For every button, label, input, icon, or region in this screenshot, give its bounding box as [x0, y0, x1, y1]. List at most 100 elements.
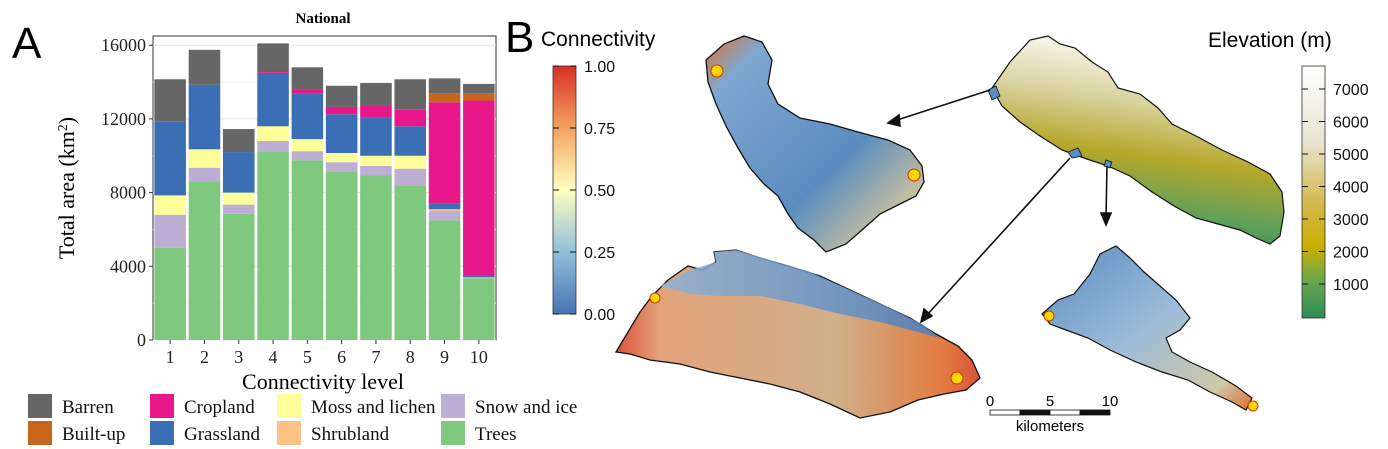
bar-segment-cropland — [463, 100, 495, 276]
elevation-tick-label: 1000 — [1333, 277, 1369, 294]
outlet-point — [649, 292, 661, 304]
scalebar-tick-label: 10 — [1102, 393, 1119, 410]
scalebar-tick-label: 0 — [986, 393, 994, 410]
bar-segment-snow-and-ice — [360, 165, 392, 176]
elevation-tick-label: 5000 — [1333, 147, 1369, 164]
legend-label: Trees — [475, 424, 517, 445]
panel-a-letter: A — [12, 19, 42, 68]
legend-label: Built-up — [62, 424, 125, 445]
panel-b-letter: B — [505, 13, 534, 62]
bar-segment-grassland — [257, 72, 289, 127]
x-tick-label: 9 — [440, 347, 449, 367]
bar-segment-trees — [360, 175, 392, 340]
bars — [154, 43, 495, 340]
bar-segment-moss-and-lichen — [257, 126, 289, 142]
arrow — [925, 157, 1071, 317]
bar-segment-cropland — [257, 71, 289, 73]
nepal-elevation-map — [991, 35, 1285, 245]
legend-label: Grassland — [184, 424, 260, 445]
bar-segment-barren — [325, 85, 358, 107]
connectivity-tick-label: 0.50 — [584, 183, 615, 200]
x-tick-label: 6 — [337, 347, 346, 367]
bar-segment-shrubland — [428, 209, 461, 212]
elevation-tick-label: 2000 — [1333, 245, 1369, 262]
bar-segment-grassland — [188, 84, 221, 150]
bar-segment-snow-and-ice — [291, 151, 324, 161]
elevation-tick-label: 4000 — [1333, 180, 1369, 197]
bar-segment-moss-and-lichen — [291, 139, 324, 152]
bar-segment-grassland — [222, 152, 255, 193]
bar-segment-moss-and-lichen — [325, 152, 358, 163]
watershed-top — [705, 35, 925, 253]
legend-swatch — [150, 421, 174, 445]
arrow-head — [886, 113, 901, 128]
bar-segment-grassland — [154, 121, 186, 196]
x-ticks: 1 2 3 4 5 6 7 8 9 10 — [166, 340, 488, 367]
connectivity-tick-label: 0.00 — [584, 307, 615, 324]
elevation-tick-label: 6000 — [1333, 115, 1369, 132]
bar-segment-cropland — [360, 106, 392, 118]
y-tick-label: 0 — [137, 330, 146, 350]
bar-segment-barren — [360, 82, 392, 107]
bar-segment-barren — [463, 83, 495, 94]
bar-segment-snow-and-ice — [428, 211, 461, 221]
x-tick-label: 5 — [303, 347, 312, 367]
scalebar-segment — [1019, 409, 1051, 416]
outlet-point — [1043, 310, 1055, 322]
bar-segment-trees — [325, 171, 358, 340]
connectivity-tick-label: 0.25 — [584, 245, 615, 262]
connectivity-tick-label: 0.75 — [584, 121, 615, 138]
x-tick-label: 3 — [234, 347, 243, 367]
legend-label: Moss and lichen — [311, 397, 436, 418]
x-axis-label: Connectivity level — [242, 369, 404, 394]
legend-swatch — [28, 394, 52, 418]
scalebar-segment — [989, 409, 1021, 416]
legend-label: Shrubland — [311, 424, 390, 445]
x-tick-label: 7 — [371, 347, 380, 367]
legend-label: Snow and ice — [475, 397, 577, 418]
location-arrows — [886, 89, 1113, 324]
arrow — [893, 89, 991, 122]
chart-title: National — [295, 11, 350, 27]
bar-segment-moss-and-lichen — [222, 192, 255, 205]
bar-segment-built-up — [428, 93, 461, 103]
legend: Barren Built-up Cropland Grassland Moss and … — [28, 394, 577, 445]
elevation-colorbar — [1301, 65, 1326, 319]
bar-segment-trees — [463, 278, 495, 340]
scalebar-unit: kilometers — [1016, 418, 1084, 435]
bar-segment-cropland — [291, 89, 324, 94]
y-tick-label: 12000 — [101, 109, 146, 129]
outlet-point — [1247, 400, 1259, 412]
legend-swatch — [277, 394, 301, 418]
bar-segment-barren — [188, 49, 221, 85]
x-tick-label: 10 — [470, 347, 488, 367]
bar-segment-cropland — [428, 102, 461, 204]
bar-segment-snow-and-ice — [394, 168, 427, 186]
bar-segment-trees — [291, 160, 324, 340]
watershed-location-marker — [987, 85, 1001, 101]
bar-segment-moss-and-lichen — [360, 155, 392, 166]
watershed-bottom-right — [1041, 245, 1253, 411]
legend-label: Cropland — [184, 397, 255, 418]
bar-segment-barren — [291, 67, 324, 90]
bar-segment-grassland — [463, 275, 495, 278]
scalebar-segment — [1049, 409, 1081, 416]
legend-swatch — [441, 394, 465, 418]
connectivity-tick-label: 1.00 — [584, 59, 615, 76]
arrow — [1105, 165, 1108, 219]
bar-segment-trees — [222, 213, 255, 340]
outlet-point — [907, 168, 921, 182]
y-ticks: 0 4000 8000 12000 16000 — [101, 35, 153, 350]
outlet-point — [950, 371, 964, 385]
watershed-location-marker — [1103, 159, 1113, 169]
watershed-location-marker — [1067, 147, 1083, 159]
bar-segment-barren — [394, 79, 427, 110]
legend-swatch — [441, 421, 465, 445]
elevation-tick-label: 3000 — [1333, 212, 1369, 229]
bar-segment-shrubland — [463, 277, 495, 279]
bar-segment-cropland — [325, 106, 358, 115]
bar-segment-grassland — [360, 117, 392, 156]
legend-swatch — [150, 394, 174, 418]
elevation-legend-title: Elevation (m) — [1208, 29, 1332, 52]
